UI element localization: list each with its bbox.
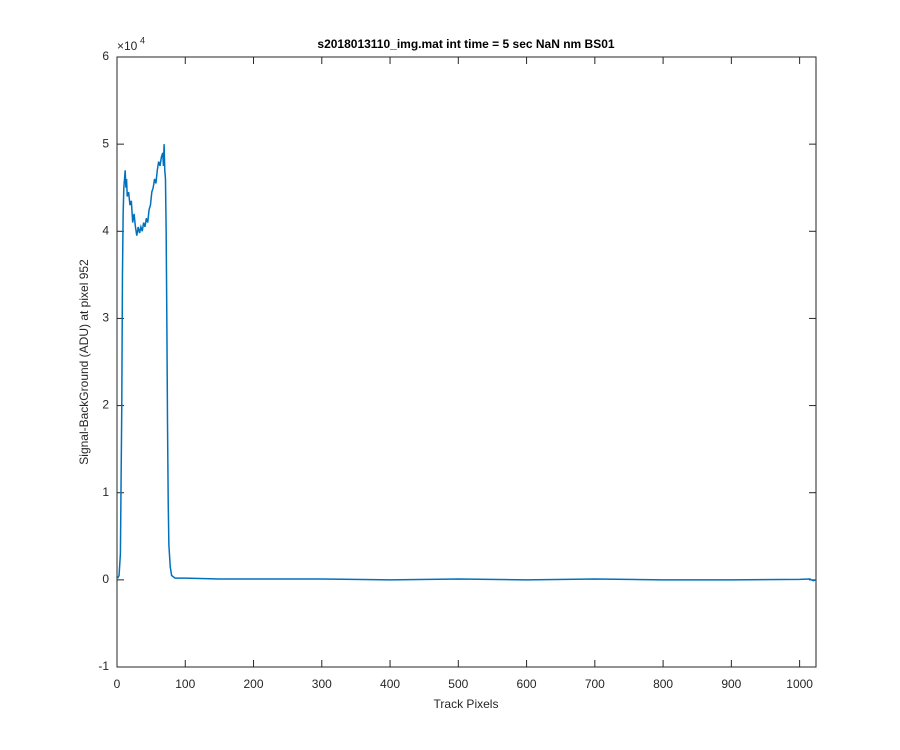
y-multiplier: ×10: [117, 39, 138, 53]
y-axis-label: Signal-BackGround (ADU) at pixel 952: [77, 259, 91, 465]
x-tick-label: 700: [585, 677, 605, 691]
axes-box: [116, 56, 817, 668]
y-tick-label: 5: [102, 136, 109, 150]
y-tick-label: -1: [98, 659, 109, 673]
data-line: [117, 144, 817, 582]
y-tick-label: 3: [102, 311, 109, 325]
x-tick-label: 300: [312, 677, 332, 691]
y-multiplier-exponent: 4: [140, 35, 145, 45]
y-tick-label: 1: [102, 485, 109, 499]
x-tick-label: 0: [114, 677, 121, 691]
x-tick-label: 800: [653, 677, 673, 691]
x-tick-label: 600: [517, 677, 537, 691]
x-tick-label: 200: [244, 677, 264, 691]
y-tick-label: 0: [102, 572, 109, 586]
x-tick-label: 900: [721, 677, 741, 691]
x-tick-label: 100: [175, 677, 195, 691]
x-axis-label: Track Pixels: [434, 697, 499, 711]
y-tick-label: 2: [102, 398, 109, 412]
chart-title: s2018013110_img.mat int time = 5 sec NaN…: [317, 37, 614, 51]
x-tick-label: 400: [380, 677, 400, 691]
y-tick-label: 4: [102, 223, 109, 237]
x-tick-label: 500: [448, 677, 468, 691]
y-tick-label: 6: [102, 49, 109, 63]
x-tick-label: 1000: [786, 677, 813, 691]
